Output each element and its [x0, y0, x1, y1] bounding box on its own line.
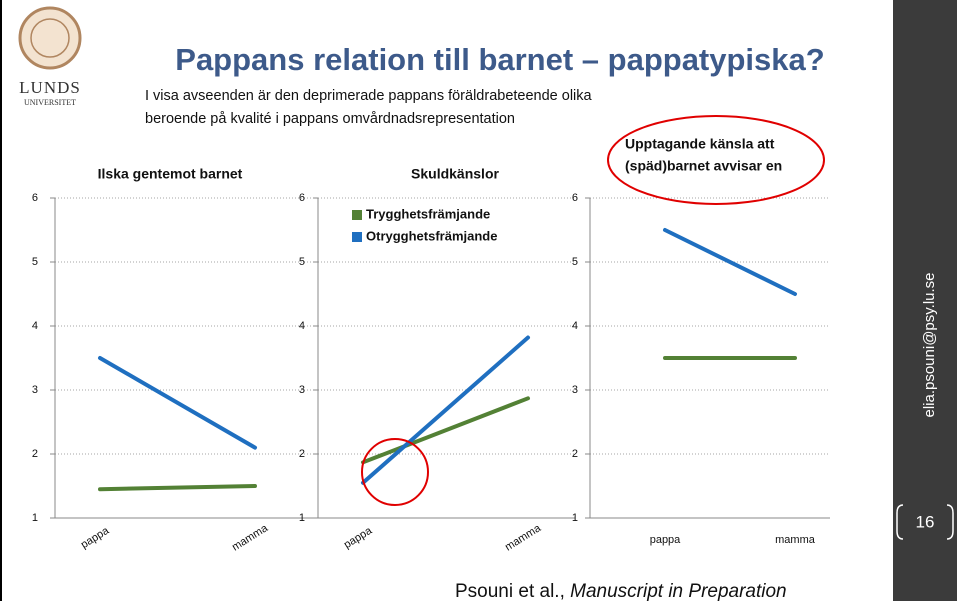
series-line [98, 484, 257, 492]
chart-title: Skuldkänslor [411, 166, 499, 182]
y-tick-label: 6 [32, 192, 38, 204]
chart-title: Upptagande känsla att [625, 136, 775, 152]
citation: Psouni et al., Manuscript in Preparation [455, 581, 787, 601]
subtitle-line: beroende på kvalité i pappans omvårdnads… [145, 111, 515, 127]
y-tick-label: 6 [299, 192, 305, 204]
highlight-ellipse [607, 115, 825, 205]
y-tick-label: 1 [299, 512, 305, 524]
series-line [361, 396, 530, 465]
charts: Ilska gentemot barnet 1 2 3 4 5 6 pappa mamma Sku… [32, 136, 830, 554]
legend-swatch [352, 210, 362, 220]
legend-label: Trygghetsfrämjande [366, 206, 490, 221]
slide-title: Pappans relation till barnet – pappatypi… [175, 42, 824, 77]
y-tick-label: 4 [32, 320, 38, 332]
sidebar [893, 0, 957, 601]
logo-seal [18, 6, 82, 70]
legend-swatch [352, 232, 362, 242]
logo-sub: UNIVERSITET [24, 98, 76, 107]
y-tick-label: 3 [572, 384, 578, 396]
logo-seal-inner [30, 18, 70, 58]
chart-title: Ilska gentemot barnet [98, 166, 243, 182]
y-tick-label: 2 [32, 448, 38, 460]
y-tick-label: 3 [299, 384, 305, 396]
legend-label: Otrygghetsfrämjande [366, 228, 497, 243]
citation-authors: Psouni et al., [455, 581, 565, 601]
y-tick-label: 2 [572, 448, 578, 460]
y-tick-label: 1 [572, 512, 578, 524]
page-bracket [896, 504, 954, 540]
highlight-circle [361, 438, 429, 506]
logo: LUNDS UNIVERSITET [18, 6, 82, 107]
y-tick-label: 4 [572, 320, 578, 332]
y-tick-label: 6 [572, 192, 578, 204]
y-tick-label: 4 [299, 320, 305, 332]
logo-name: LUNDS [19, 78, 81, 97]
y-tick-label: 3 [32, 384, 38, 396]
y-tick-label: 5 [572, 256, 578, 268]
citation-work: Manuscript in Preparation [570, 581, 787, 601]
page-number: 16 [916, 512, 935, 531]
slide-background [0, 0, 893, 601]
y-tick-label: 5 [299, 256, 305, 268]
email: elia.psouni@psy.lu.se [921, 272, 938, 417]
chart-title: (späd)barnet avvisar en [625, 158, 782, 174]
subtitle-line: I visa avseenden är den deprimerade papp… [145, 88, 593, 104]
y-tick-label: 2 [299, 448, 305, 460]
series-line [98, 356, 257, 450]
x-tick-label: pappa [650, 534, 681, 546]
x-tick-label: mamma [775, 534, 816, 546]
series-line [663, 228, 797, 296]
y-tick-label: 5 [32, 256, 38, 268]
y-tick-label: 1 [32, 512, 38, 524]
series-line [361, 335, 530, 485]
